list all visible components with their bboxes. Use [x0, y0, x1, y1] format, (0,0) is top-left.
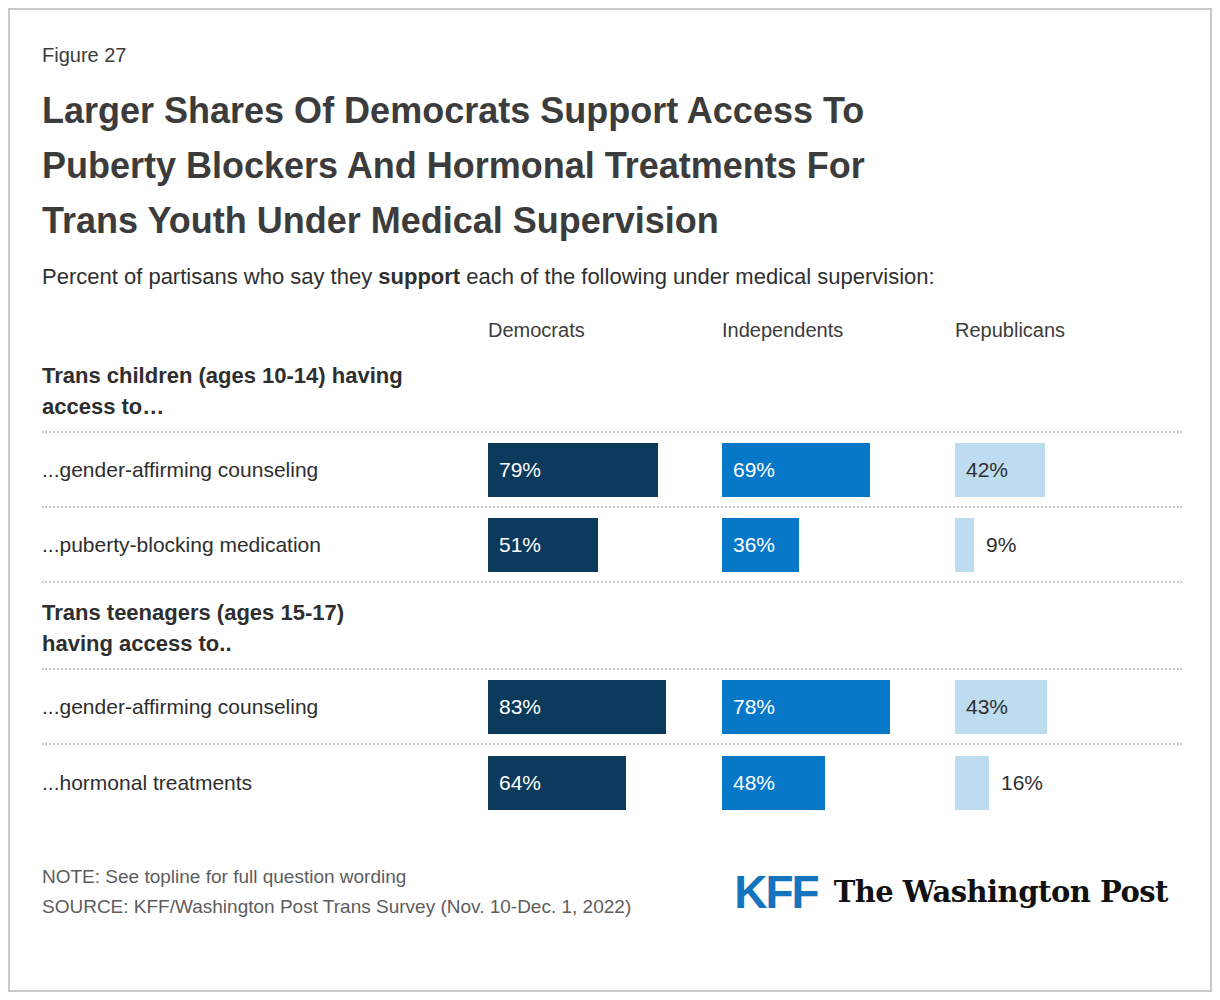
- chart-row: ...puberty-blocking medication51% 36% 9%: [42, 508, 1182, 583]
- subtitle-bold-word: support: [378, 264, 460, 289]
- bar-value-label: 16%: [1001, 771, 1043, 795]
- bar-independents: 78%: [722, 680, 890, 734]
- bar-cell-republicans: 9%: [955, 518, 1200, 572]
- kff-logo: KFF: [734, 865, 817, 919]
- bar-republicans: 42%: [955, 443, 1045, 497]
- chart-body: Trans children (ages 10-14) having acces…: [42, 354, 1182, 820]
- bar-republicans: [955, 756, 989, 810]
- washington-post-logo: The Washington Post: [834, 875, 1168, 909]
- bar-cell-democrats: 64%: [488, 756, 722, 810]
- bar-democrats: 79%: [488, 443, 658, 497]
- column-header-independents: Independents: [722, 319, 955, 354]
- bar-republicans: 43%: [955, 680, 1047, 734]
- bar-republicans: [955, 518, 974, 572]
- figure-card: Figure 27 Larger Shares Of Democrats Sup…: [8, 8, 1212, 992]
- bar-cell-democrats: 79%: [488, 443, 722, 497]
- row-label: ...gender-affirming counseling: [42, 695, 488, 719]
- figure-number: Figure 27: [42, 44, 1182, 67]
- bar-value-label: 36%: [722, 533, 775, 557]
- chart-row: ...gender-affirming counseling79% 69% 42%: [42, 433, 1182, 508]
- column-header-republicans: Republicans: [955, 319, 1200, 354]
- bar-cell-independents: 69%: [722, 443, 955, 497]
- bar-value-label: 78%: [722, 695, 775, 719]
- logos: KFF The Washington Post: [734, 865, 1182, 919]
- bar-cell-independents: 48%: [722, 756, 955, 810]
- bar-value-label: 48%: [722, 771, 775, 795]
- bar-independents: 36%: [722, 518, 799, 572]
- bar-independents: 48%: [722, 756, 825, 810]
- footer-notes: NOTE: See topline for full question word…: [42, 862, 631, 922]
- chart-row: ...hormonal treatments64% 48% 16%: [42, 745, 1182, 820]
- bar-democrats: 64%: [488, 756, 626, 810]
- section-header: Trans teenagers (ages 15-17) having acce…: [42, 583, 1182, 670]
- chart-title: Larger Shares Of Democrats Support Acces…: [42, 83, 1182, 248]
- chart-subtitle: Percent of partisans who say they suppor…: [42, 260, 1072, 293]
- bar-cell-democrats: 83%: [488, 680, 722, 734]
- bar-cell-republicans: 43%: [955, 680, 1200, 734]
- bar-value-label: 43%: [955, 695, 1008, 719]
- bar-cell-independents: 36%: [722, 518, 955, 572]
- subtitle-suffix: each of the following under medical supe…: [460, 264, 935, 289]
- row-label: ...gender-affirming counseling: [42, 458, 488, 482]
- bar-value-label: 9%: [986, 533, 1016, 557]
- spacer: [42, 319, 488, 354]
- source-line: SOURCE: KFF/Washington Post Trans Survey…: [42, 892, 631, 922]
- bar-value-label: 51%: [488, 533, 541, 557]
- bar-cell-republicans: 42%: [955, 443, 1200, 497]
- bar-value-label: 79%: [488, 458, 541, 482]
- bar-cell-independents: 78%: [722, 680, 955, 734]
- bar-value-label: 64%: [488, 771, 541, 795]
- bar-democrats: 83%: [488, 680, 666, 734]
- bar-cell-republicans: 16%: [955, 756, 1200, 810]
- row-label: ...hormonal treatments: [42, 771, 488, 795]
- column-header-democrats: Democrats: [488, 319, 722, 354]
- bar-democrats: 51%: [488, 518, 598, 572]
- bar-cell-democrats: 51%: [488, 518, 722, 572]
- footer: NOTE: See topline for full question word…: [42, 862, 1182, 922]
- note-line: NOTE: See topline for full question word…: [42, 862, 631, 892]
- bar-independents: 69%: [722, 443, 870, 497]
- bar-value-label: 83%: [488, 695, 541, 719]
- bar-value-label: 42%: [955, 458, 1008, 482]
- column-headers: Democrats Independents Republicans: [42, 319, 1182, 354]
- row-label: ...puberty-blocking medication: [42, 533, 488, 557]
- bar-value-label: 69%: [722, 458, 775, 482]
- chart-row: ...gender-affirming counseling83% 78% 43%: [42, 670, 1182, 745]
- section-header: Trans children (ages 10-14) having acces…: [42, 354, 1182, 433]
- subtitle-prefix: Percent of partisans who say they: [42, 264, 378, 289]
